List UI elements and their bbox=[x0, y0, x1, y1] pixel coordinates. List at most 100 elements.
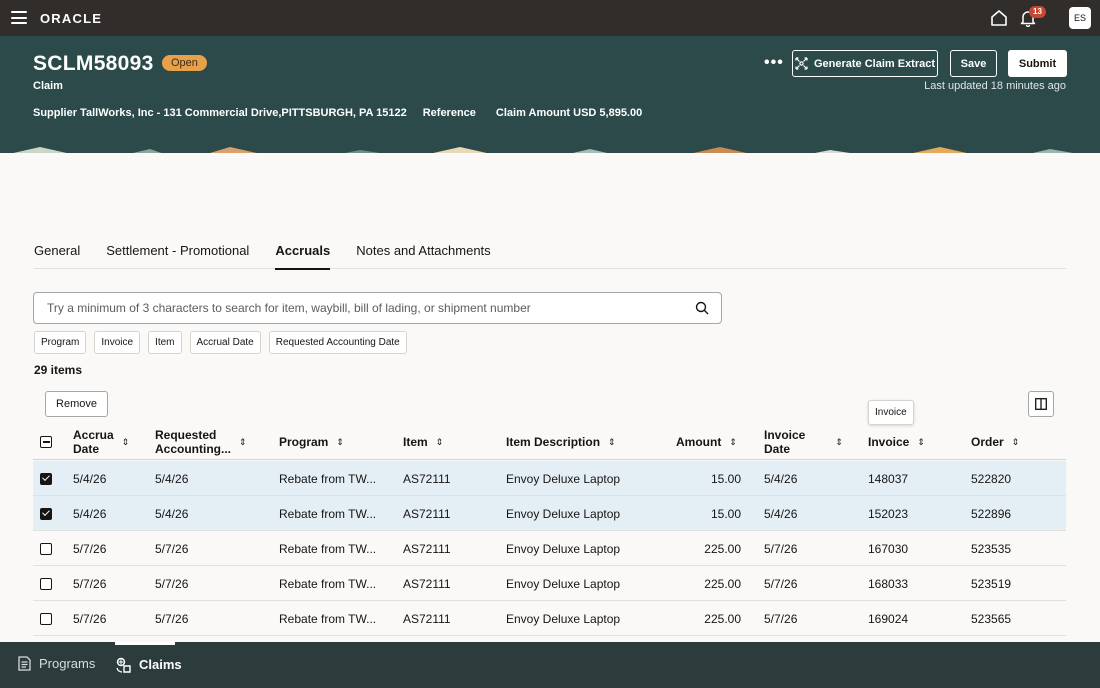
oracle-logo[interactable]: ORACLE bbox=[40, 11, 103, 26]
remove-button[interactable]: Remove bbox=[45, 391, 108, 417]
column-invoice[interactable]: Invoice ⇕ bbox=[868, 435, 925, 449]
order-cell: 523519 bbox=[971, 576, 1012, 591]
claims-icon bbox=[116, 657, 131, 673]
sort-icon[interactable]: ⇕ bbox=[835, 437, 843, 447]
filter-chips: Program Invoice Item Accrual Date Reques… bbox=[34, 331, 407, 354]
notification-count-badge: 13 bbox=[1029, 6, 1046, 18]
sort-icon[interactable]: ⇕ bbox=[435, 437, 444, 447]
generate-claim-extract-button[interactable]: Generate Claim Extract bbox=[792, 50, 938, 77]
invoice-date-cell: 5/7/26 bbox=[764, 576, 798, 591]
filter-requested-accounting-date[interactable]: Requested Accounting Date bbox=[268, 331, 407, 354]
tab-accruals[interactable]: Accruals bbox=[275, 236, 330, 270]
claim-meta-row: Supplier TallWorks, Inc - 131 Commercial… bbox=[33, 107, 642, 119]
table-row[interactable]: 5/7/26 5/7/26 Rebate from TW... AS72111 … bbox=[33, 531, 1066, 566]
sort-icon[interactable]: ⇕ bbox=[608, 437, 616, 447]
invoice-cell: 148037 bbox=[868, 471, 909, 486]
table-row[interactable]: 5/4/26 5/4/26 Rebate from TW... AS72111 … bbox=[33, 496, 1066, 531]
tab-general[interactable]: General bbox=[34, 243, 81, 258]
search-icon[interactable] bbox=[695, 301, 709, 315]
accrual-date-cell: 5/7/26 bbox=[73, 541, 107, 556]
status-badge: Open bbox=[162, 55, 207, 71]
program-cell: Rebate from TW... bbox=[279, 576, 377, 591]
tab-settlement-promotional[interactable]: Settlement - Promotional bbox=[106, 243, 250, 258]
bottom-navigation: Programs Claims bbox=[0, 642, 1100, 688]
item-cell: AS72111 bbox=[403, 541, 451, 556]
nav-claims[interactable]: Claims bbox=[115, 656, 182, 673]
submit-button[interactable]: Submit bbox=[1008, 50, 1067, 77]
column-settings-button[interactable] bbox=[1028, 391, 1054, 417]
filter-program[interactable]: Program bbox=[34, 331, 87, 354]
column-item[interactable]: Item ⇕ bbox=[403, 435, 444, 449]
description-cell: Envoy Deluxe Laptop bbox=[506, 611, 621, 626]
program-cell: Rebate from TW... bbox=[279, 611, 377, 626]
nav-programs[interactable]: Programs bbox=[17, 656, 95, 671]
document-icon bbox=[18, 656, 31, 671]
accrual-date-cell: 5/7/26 bbox=[73, 611, 107, 626]
claim-amount: Claim Amount USD 5,895.00 bbox=[495, 107, 643, 119]
last-updated-text: Last updated 18 minutes ago bbox=[924, 80, 1066, 92]
program-cell: Rebate from TW... bbox=[279, 541, 377, 556]
select-all-checkbox[interactable] bbox=[40, 436, 52, 448]
column-program[interactable]: Program ⇕ bbox=[279, 435, 344, 449]
filter-accrual-date[interactable]: Accrual Date bbox=[189, 331, 261, 354]
amount-cell: 225.00 bbox=[704, 541, 741, 556]
supplier-info: Supplier TallWorks, Inc - 131 Commercial… bbox=[33, 107, 407, 119]
table-row[interactable]: 5/7/26 5/7/26 Rebate from TW... AS72111 … bbox=[33, 601, 1066, 636]
column-order[interactable]: Order ⇕ bbox=[971, 435, 1020, 449]
sort-icon[interactable]: ⇕ bbox=[336, 437, 344, 447]
item-cell: AS72111 bbox=[403, 576, 451, 591]
nav-programs-label: Programs bbox=[39, 656, 96, 671]
more-actions-icon[interactable]: ••• bbox=[764, 54, 784, 71]
amount-cell: 225.00 bbox=[704, 611, 741, 626]
accruals-table-body: 5/4/26 5/4/26 Rebate from TW... AS72111 … bbox=[33, 461, 1066, 636]
description-cell: Envoy Deluxe Laptop bbox=[506, 541, 621, 556]
top-bar: ORACLE 13 ES bbox=[0, 0, 1100, 36]
order-cell: 523565 bbox=[971, 611, 1012, 626]
column-accrual-date[interactable]: Accrua Date ⇕ bbox=[73, 428, 130, 456]
sort-icon[interactable]: ⇕ bbox=[729, 437, 737, 447]
table-header: Accrua Date ⇕ Requested Accounting... ⇕ Pr… bbox=[33, 424, 1066, 460]
decorative-banner bbox=[0, 144, 1100, 153]
item-cell: AS72111 bbox=[403, 506, 451, 521]
row-checkbox[interactable] bbox=[40, 507, 52, 520]
filter-item[interactable]: Item bbox=[148, 331, 182, 354]
row-checkbox[interactable] bbox=[40, 472, 52, 485]
filter-invoice[interactable]: Invoice bbox=[94, 331, 141, 354]
order-cell: 522820 bbox=[971, 471, 1012, 486]
requested-date-cell: 5/7/26 bbox=[155, 611, 189, 626]
search-box bbox=[33, 292, 722, 324]
sort-icon[interactable]: ⇕ bbox=[917, 437, 925, 447]
save-button[interactable]: Save bbox=[950, 50, 997, 77]
requested-date-cell: 5/7/26 bbox=[155, 576, 189, 591]
nav-claims-label: Claims bbox=[139, 657, 182, 672]
home-icon[interactable] bbox=[990, 9, 1008, 27]
generate-claim-extract-label: Generate Claim Extract bbox=[813, 57, 936, 70]
user-avatar[interactable]: ES bbox=[1069, 7, 1091, 29]
table-row[interactable]: 5/7/26 5/7/26 Rebate from TW... AS72111 … bbox=[33, 566, 1066, 601]
amount-cell: 225.00 bbox=[704, 576, 741, 591]
column-invoice-date[interactable]: Invoice Date ⇕ bbox=[764, 428, 843, 456]
amount-cell: 15.00 bbox=[710, 471, 741, 486]
row-checkbox[interactable] bbox=[40, 577, 52, 590]
table-row[interactable]: 5/4/26 5/4/26 Rebate from TW... AS72111 … bbox=[33, 461, 1066, 496]
columns-icon bbox=[1035, 398, 1047, 410]
column-item-description[interactable]: Item Description ⇕ bbox=[506, 435, 616, 449]
row-checkbox[interactable] bbox=[40, 542, 52, 555]
invoice-cell: 168033 bbox=[868, 576, 909, 591]
search-input[interactable] bbox=[47, 301, 667, 315]
row-checkbox[interactable] bbox=[40, 612, 52, 625]
hamburger-menu-icon[interactable] bbox=[11, 11, 27, 24]
item-count: 29 items bbox=[34, 363, 83, 377]
sort-icon[interactable]: ⇕ bbox=[1011, 437, 1020, 447]
column-amount[interactable]: Amount ⇕ bbox=[676, 435, 737, 449]
invoice-date-cell: 5/4/26 bbox=[764, 506, 798, 521]
tab-notes-and-attachments[interactable]: Notes and Attachments bbox=[356, 243, 491, 258]
sort-icon[interactable]: ⇕ bbox=[121, 437, 130, 447]
column-requested-accounting-date[interactable]: Requested Accounting... ⇕ bbox=[155, 428, 247, 456]
accrual-date-cell: 5/4/26 bbox=[73, 471, 107, 486]
invoice-cell: 152023 bbox=[868, 506, 909, 521]
sort-icon[interactable]: ⇕ bbox=[239, 437, 247, 447]
extract-icon bbox=[795, 57, 808, 70]
description-cell: Envoy Deluxe Laptop bbox=[506, 471, 621, 486]
program-cell: Rebate from TW... bbox=[279, 471, 377, 486]
